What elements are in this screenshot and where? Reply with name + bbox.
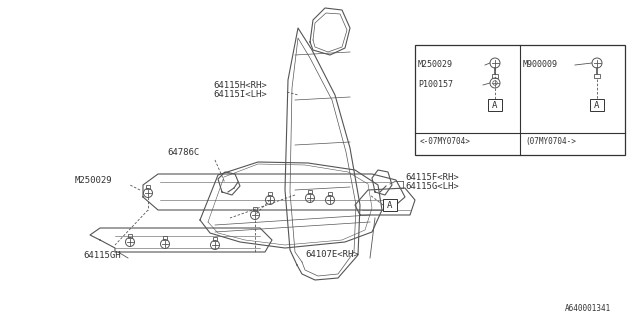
Bar: [492, 74, 498, 78]
Text: (07MY0704->: (07MY0704->: [525, 137, 576, 146]
Text: M900009: M900009: [523, 60, 558, 69]
Text: A: A: [387, 201, 393, 210]
Bar: [383, 199, 397, 211]
Bar: [594, 74, 600, 78]
Bar: [590, 99, 604, 111]
Text: 64115G<LH>: 64115G<LH>: [405, 182, 459, 191]
Text: A: A: [492, 100, 498, 109]
Text: 64115I<LH>: 64115I<LH>: [213, 90, 267, 99]
Bar: [268, 192, 272, 196]
Bar: [328, 192, 332, 196]
Bar: [253, 207, 257, 211]
Text: P100157: P100157: [418, 80, 453, 89]
Text: M250029: M250029: [418, 60, 453, 69]
Bar: [488, 99, 502, 111]
Text: 64115F<RH>: 64115F<RH>: [405, 173, 459, 182]
Bar: [212, 237, 217, 241]
Text: 64786C: 64786C: [167, 148, 199, 157]
Text: 64107E<RH>: 64107E<RH>: [305, 250, 359, 259]
Bar: [146, 185, 150, 188]
Text: A: A: [595, 100, 600, 109]
Text: 64115GH: 64115GH: [83, 251, 120, 260]
Text: A640001341: A640001341: [565, 304, 611, 313]
Text: M250029: M250029: [75, 176, 113, 185]
Bar: [415, 45, 625, 155]
Bar: [163, 236, 167, 239]
Text: 64115H<RH>: 64115H<RH>: [213, 81, 267, 90]
Bar: [128, 234, 132, 237]
Text: <-07MY0704>: <-07MY0704>: [420, 137, 471, 146]
Bar: [308, 190, 312, 194]
